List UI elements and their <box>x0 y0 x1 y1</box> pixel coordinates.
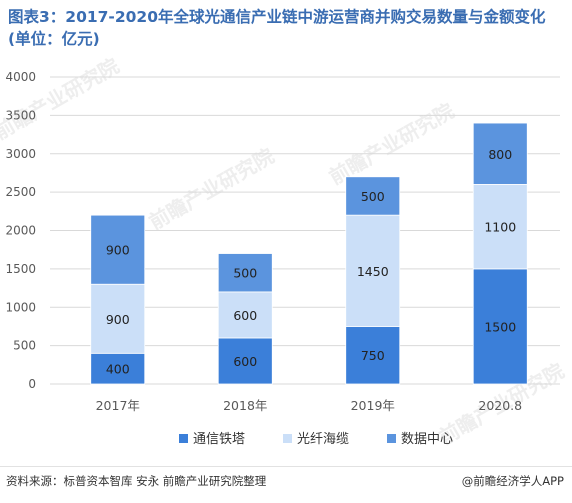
y-tick-label: 2500 <box>5 185 36 199</box>
y-tick-label: 3000 <box>5 147 36 161</box>
x-tick-label: 2019年 <box>351 398 395 413</box>
y-tick-label: 4000 <box>5 70 36 84</box>
y-tick-label: 1500 <box>5 262 36 276</box>
bars: 400 900 900 600 600 500 750 1450 500 1500 1100 800 <box>90 122 528 385</box>
data-label: 400 <box>106 362 130 377</box>
data-label: 500 <box>361 189 385 204</box>
bar-segment <box>90 283 146 354</box>
x-axis-ticks: 2017年 2018年 2019年 2020.8 <box>96 398 523 413</box>
bar-segment <box>472 122 528 185</box>
data-label: 500 <box>233 266 257 281</box>
legend-label: 通信铁塔 <box>193 432 245 447</box>
bar-segment <box>217 291 273 339</box>
x-tick-label: 2017年 <box>96 398 140 413</box>
watermark-text: 前瞻产业研究院 <box>325 99 458 190</box>
x-tick-label: 2020.8 <box>478 398 522 413</box>
y-tick-label: 0 <box>28 377 36 391</box>
bar-segment <box>345 326 401 385</box>
watermark-text: 前瞻产业研究院 <box>0 54 123 145</box>
data-label: 900 <box>106 312 130 327</box>
legend-swatch <box>387 434 396 443</box>
y-tick-label: 1000 <box>5 300 36 314</box>
y-tick-label: 3500 <box>5 108 36 122</box>
data-label: 1500 <box>484 319 516 334</box>
bar-segment <box>217 253 273 293</box>
data-label: 600 <box>233 354 257 369</box>
data-label: 900 <box>106 243 130 258</box>
bar-segment <box>345 214 401 327</box>
legend-label: 光纤海缆 <box>297 431 349 447</box>
data-label: 1100 <box>484 220 516 235</box>
legend-swatch <box>179 434 188 443</box>
chart-title: 图表3：2017-2020年全球光通信产业链中游运营商并购交易数量与金额变化(单… <box>8 8 546 48</box>
bar-segment <box>472 184 528 270</box>
y-tick-label: 500 <box>13 339 36 353</box>
bar-segment <box>472 268 528 385</box>
bar-segment <box>90 352 146 385</box>
footer-divider <box>0 466 572 467</box>
y-tick-label: 2000 <box>5 224 36 238</box>
source-note: 资料来源：标普资本智库 安永 前瞻产业研究院整理 <box>6 474 267 488</box>
y-axis-ticks: 0 500 1000 1500 2000 2500 3000 3500 4000 <box>5 70 36 391</box>
data-label: 1450 <box>357 264 389 279</box>
data-label: 750 <box>361 348 385 363</box>
bar-segment <box>217 337 273 385</box>
bar-segment <box>345 176 401 216</box>
data-label: 800 <box>488 147 512 162</box>
x-tick-label: 2018年 <box>223 398 267 413</box>
bar-segment <box>90 214 146 285</box>
watermark-text: 前瞻产业研究院 <box>145 144 278 235</box>
legend-swatch <box>283 434 292 443</box>
data-label: 600 <box>233 308 257 323</box>
legend: 通信铁塔 光纤海缆 数据中心 <box>179 431 453 447</box>
legend-label: 数据中心 <box>401 432 453 447</box>
brand-credit: @前瞻经济学人APP <box>461 474 564 488</box>
